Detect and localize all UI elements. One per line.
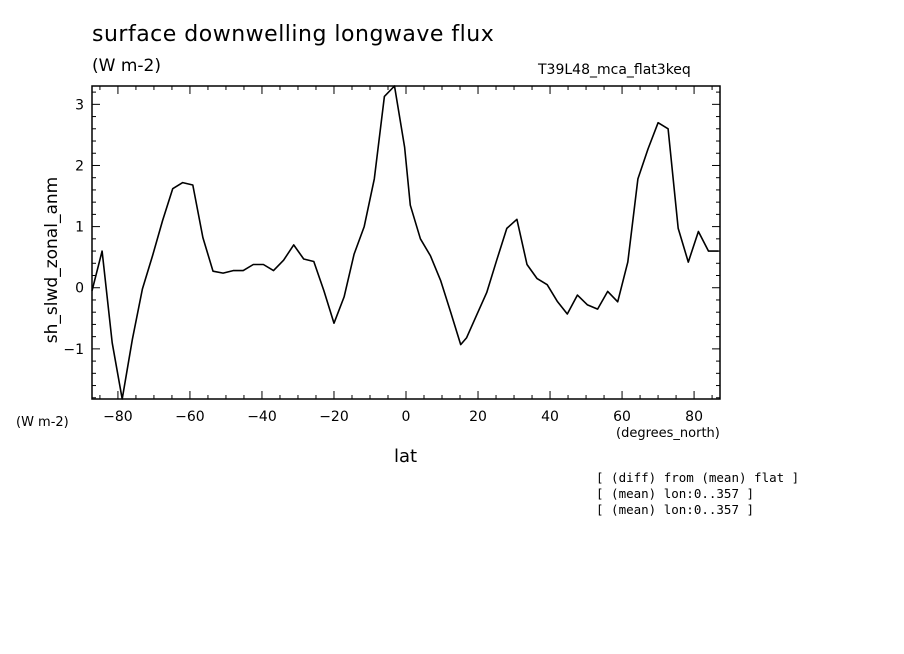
x-tick-label: 80 [685,409,703,425]
y-tick-label: 0 [75,281,84,297]
y-tick-label: 2 [75,158,84,174]
note-diff: [ (diff) from (mean) flat ] [596,470,800,485]
run-label: T39L48_mca_flat3keq [538,62,691,78]
x-tick-label: 40 [541,409,559,425]
x-tick-label: −60 [175,409,205,425]
x-tick-label: −40 [247,409,277,425]
note-mean-lon: [ (mean) lon:0..357 ] [596,486,755,501]
chart-title: surface downwelling longwave flux [92,22,495,47]
series-line [91,85,719,400]
chart-units: (W m-2) [92,56,161,76]
note-mean-lon: [ (mean) lon:0..357 ] [596,502,755,517]
plot-frame [91,85,721,400]
x-tick-label: 20 [469,409,487,425]
x-tick-label: 0 [402,409,411,425]
x-axis-label: lat [394,446,418,467]
x-axis-units: (degrees_north) [616,426,720,441]
x-tick-label: 60 [613,409,631,425]
y-tick-label: 1 [75,220,84,236]
x-tick-label: −80 [103,409,133,425]
y-axis-units: (W m-2) [16,415,69,430]
x-tick-label: −20 [319,409,349,425]
y-tick-label: −1 [63,342,84,358]
y-tick-label: 3 [75,97,84,113]
